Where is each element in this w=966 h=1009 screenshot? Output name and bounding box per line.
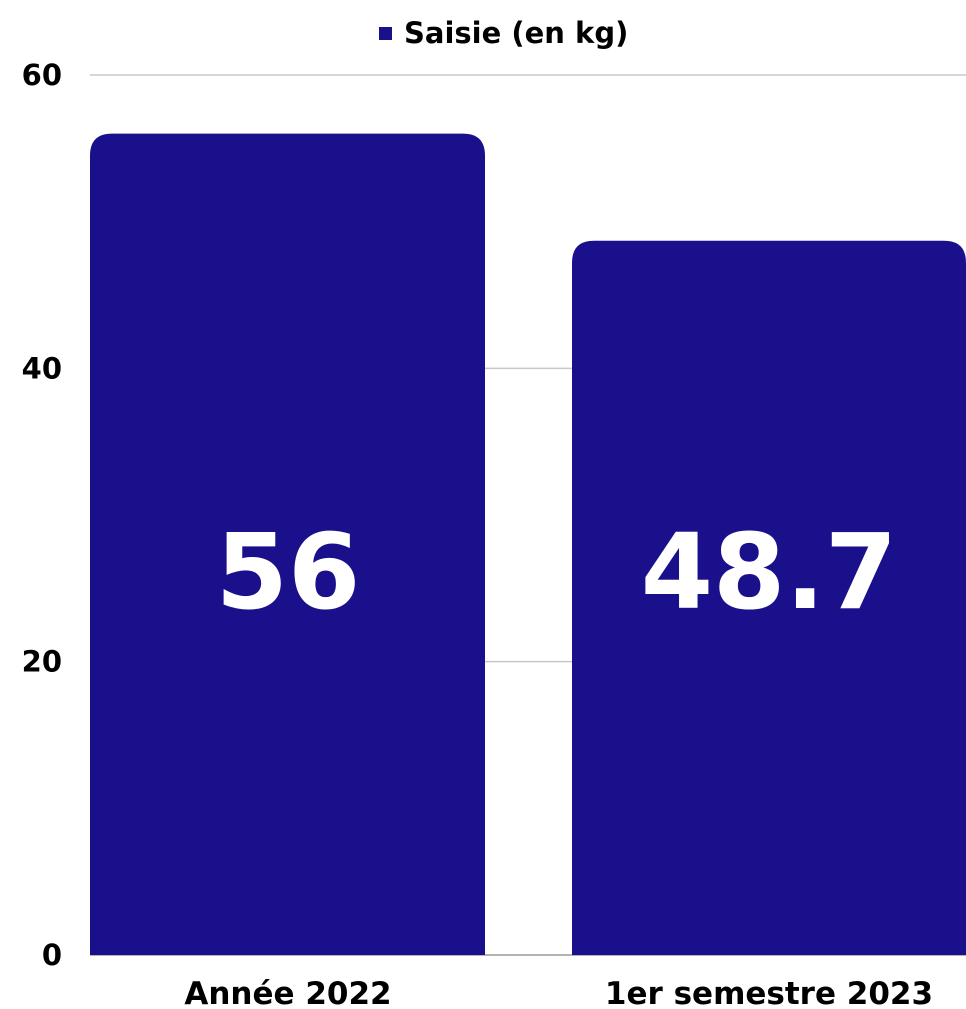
- y-axis-ticks: 0 20 40 60: [22, 58, 62, 972]
- y-tick-label-60: 60: [22, 58, 62, 92]
- data-labels: 56 48.7: [216, 511, 898, 633]
- y-tick-label-40: 40: [22, 351, 62, 385]
- legend: Saisie (en kg): [379, 16, 628, 50]
- data-label-1: 56: [216, 511, 361, 633]
- category-label-2: 1er semestre 2023: [605, 976, 933, 1009]
- data-label-2: 48.7: [641, 511, 898, 633]
- legend-swatch: [379, 27, 392, 40]
- y-tick-label-0: 0: [42, 938, 62, 972]
- y-tick-label-20: 20: [22, 645, 62, 679]
- x-axis-categories: Année 2022 1er semestre 2023: [184, 976, 933, 1009]
- category-label-1: Année 2022: [184, 976, 391, 1009]
- legend-label: Saisie (en kg): [404, 16, 628, 50]
